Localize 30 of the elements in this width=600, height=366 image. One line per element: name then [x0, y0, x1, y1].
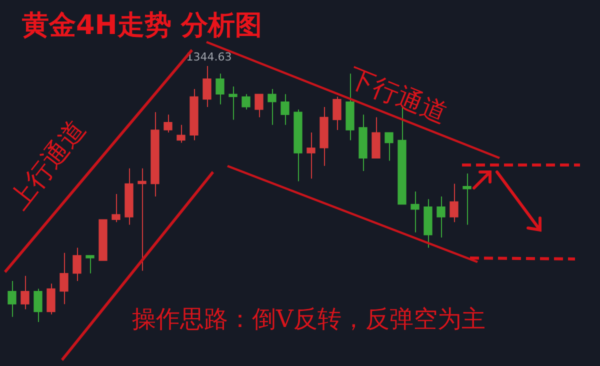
candlestick: [216, 73, 224, 105]
candlestick: [384, 132, 394, 162]
candlestick: [60, 252, 68, 305]
candlestick: [176, 124, 186, 144]
chart-title: 黄金4H走势 分析图: [22, 9, 262, 43]
candlestick: [46, 283, 56, 315]
candlestick: [242, 94, 250, 110]
annotation: 下行通道: [342, 62, 452, 132]
candlestick: [138, 168, 146, 272]
candlestick: [306, 132, 316, 180]
candlestick: [268, 88, 276, 126]
candlestick: [410, 190, 420, 233]
candlestick: [462, 173, 472, 226]
candlestick: [72, 247, 82, 282]
candlestick: [450, 183, 458, 223]
candlestick: [86, 254, 94, 274]
annotation: 操作思路：倒V反转，反弹空为主: [132, 304, 486, 335]
candlestick: [112, 194, 120, 223]
candlestick: [228, 86, 238, 120]
candlestick: [20, 275, 30, 310]
annotation: 上行通道: [3, 114, 94, 217]
candlestick: [436, 196, 446, 238]
candlestick: [332, 96, 342, 130]
candlestick: [202, 66, 212, 108]
candlestick: [280, 94, 290, 126]
candlestick: [254, 94, 264, 118]
candlestick: [34, 288, 42, 322]
candlestick: [8, 280, 16, 318]
annotation: 1344.63: [186, 50, 232, 64]
candlestick: [164, 114, 172, 134]
